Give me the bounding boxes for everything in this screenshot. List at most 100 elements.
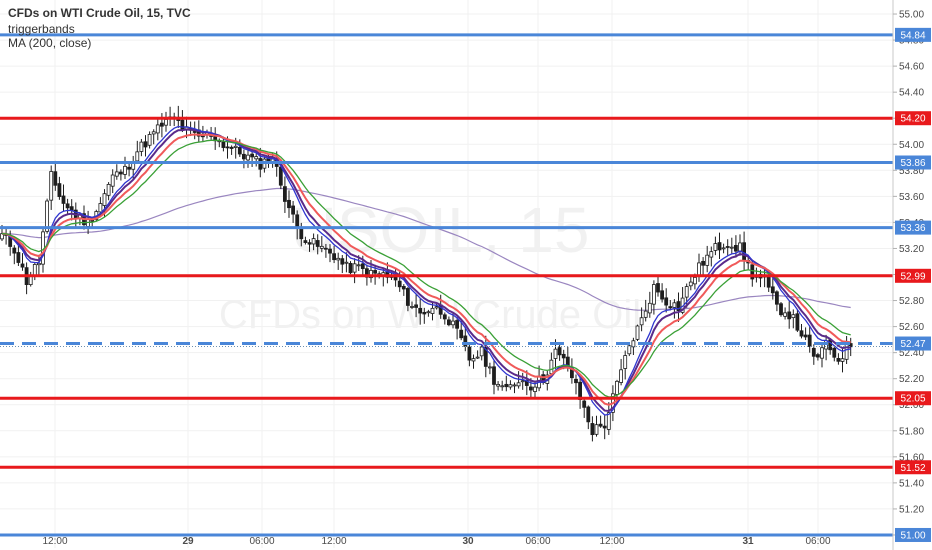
candle <box>779 302 783 317</box>
candle <box>139 138 144 157</box>
candle-body <box>557 347 562 356</box>
candle <box>106 182 111 201</box>
candle-body <box>779 303 783 316</box>
candle-body <box>446 319 451 326</box>
candle-body <box>574 378 578 384</box>
candle-body <box>598 423 603 427</box>
candle-body <box>356 264 361 267</box>
candle <box>783 307 787 320</box>
candle <box>471 354 476 369</box>
price-badge: 51.52 <box>895 460 931 475</box>
candle <box>467 344 472 367</box>
candle <box>405 286 410 312</box>
candle-body <box>127 166 131 170</box>
price-badge: 54.84 <box>895 27 931 42</box>
candle <box>713 236 718 256</box>
candle <box>287 190 291 218</box>
candle-body <box>311 238 316 245</box>
candle-body <box>656 283 660 293</box>
candle <box>508 380 513 390</box>
candle-body <box>553 348 558 359</box>
candle <box>328 244 332 263</box>
candle <box>241 149 246 169</box>
candle-body <box>221 141 226 148</box>
candle <box>159 113 164 138</box>
candle <box>410 301 414 310</box>
candle-body <box>709 251 714 258</box>
candle-body <box>688 281 693 287</box>
candle-body <box>713 243 718 251</box>
y-tick-label: 51.20 <box>899 504 924 515</box>
price-badge: 52.05 <box>895 391 931 406</box>
price-badge: 52.47 <box>895 336 931 351</box>
candle-body <box>602 425 607 429</box>
candle-body <box>672 302 677 308</box>
candle <box>459 320 464 341</box>
candle-body <box>241 153 246 160</box>
candle <box>557 343 562 361</box>
candle <box>598 415 603 428</box>
candle-body <box>159 122 164 127</box>
candle-body <box>225 146 230 149</box>
indicator-triggerbands[interactable]: triggerbands <box>8 22 75 36</box>
candle <box>20 253 25 271</box>
candle <box>12 245 17 265</box>
candle-body <box>664 297 669 306</box>
watermark-description: CFDs on WTI Crude Oil <box>219 293 641 337</box>
candle <box>705 245 710 273</box>
candle-body <box>582 400 587 408</box>
candle <box>594 415 599 437</box>
x-tick-label: 12:00 <box>42 536 67 547</box>
candle-body <box>832 347 837 358</box>
candle <box>315 234 320 255</box>
candle-body <box>291 205 296 215</box>
candle-body <box>660 290 664 300</box>
candle <box>213 127 218 150</box>
candle <box>319 236 324 253</box>
candle-body <box>114 171 119 177</box>
candle-body <box>282 186 287 202</box>
candle-body <box>28 276 33 285</box>
candle-body <box>451 320 455 326</box>
candle <box>590 416 595 442</box>
candle <box>574 374 578 395</box>
candle <box>475 350 480 359</box>
candle <box>840 348 845 373</box>
candle <box>848 337 853 357</box>
candle <box>61 184 66 212</box>
candle <box>734 235 738 258</box>
candle-body <box>533 386 537 392</box>
candle <box>303 236 308 245</box>
candle-body <box>791 314 796 319</box>
candle-body <box>647 302 652 314</box>
candle <box>307 239 312 252</box>
candle-body <box>373 270 378 274</box>
candle <box>803 327 808 341</box>
candle <box>311 233 316 251</box>
candle-body <box>278 166 283 186</box>
candle-body <box>319 245 324 249</box>
y-tick-label: 53.60 <box>899 192 924 203</box>
candle-body <box>397 280 402 288</box>
candle <box>250 149 255 168</box>
candle <box>791 309 796 329</box>
chart-legend: CFDs on WTI Crude Oil, 15, TVC triggerba… <box>8 6 191 50</box>
candle-body <box>135 151 140 162</box>
candle <box>135 140 140 164</box>
candle-body <box>426 311 431 314</box>
candle <box>32 263 37 281</box>
candle <box>69 199 74 221</box>
candle <box>336 252 341 270</box>
candle <box>332 245 337 264</box>
candle <box>82 205 86 230</box>
candle <box>282 176 287 213</box>
indicator-ma200[interactable]: MA (200, close) <box>8 36 91 50</box>
candle-body <box>102 193 107 206</box>
candle-body <box>192 131 197 133</box>
candle-body <box>434 306 439 309</box>
candle-body <box>487 366 492 369</box>
candle <box>110 169 115 194</box>
candle-body <box>455 320 460 329</box>
